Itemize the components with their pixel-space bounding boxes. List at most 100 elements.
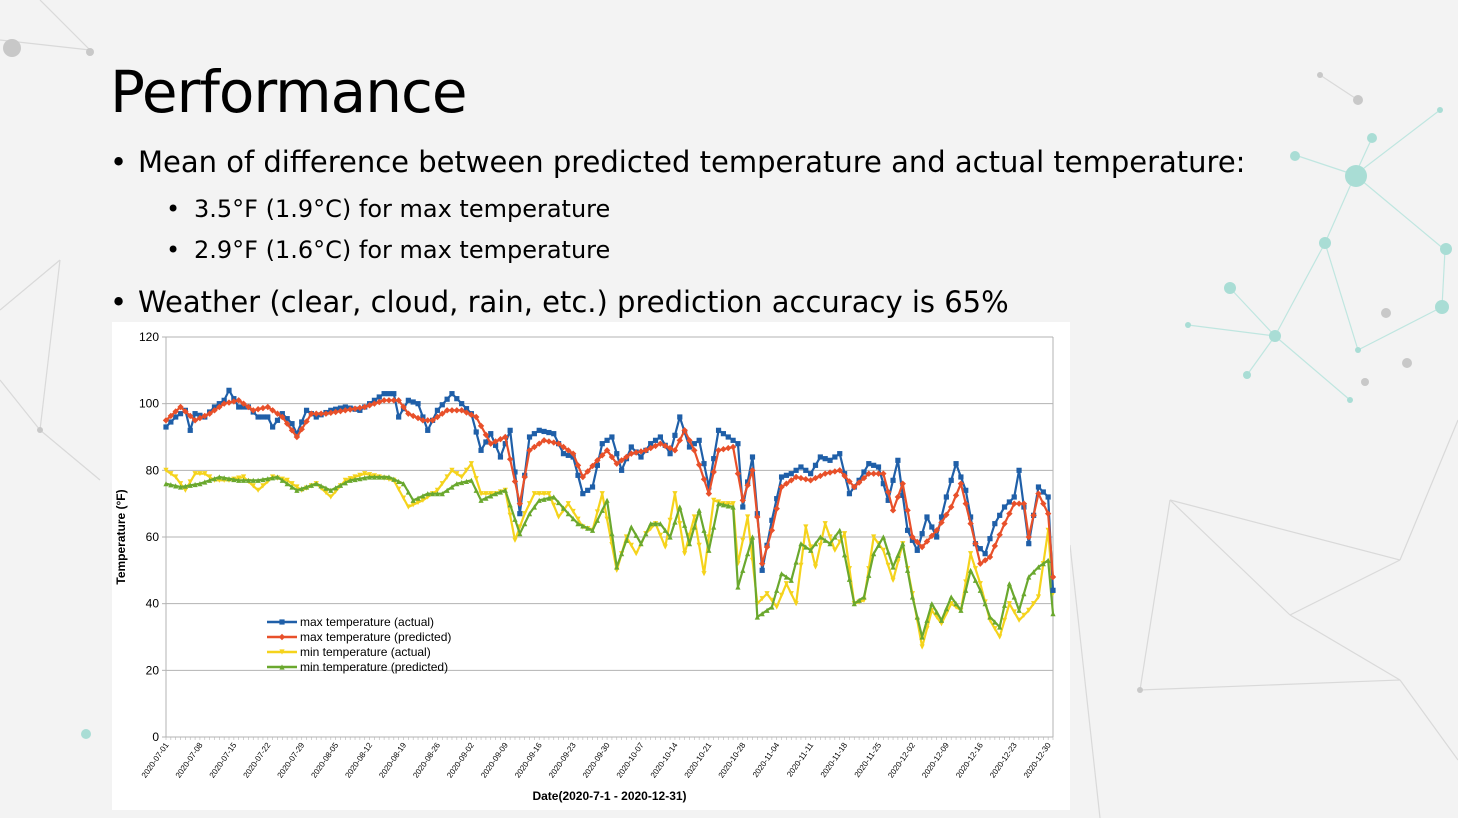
data-point-max-temperature-predicted — [313, 410, 320, 417]
data-point-max-temperature-actual — [740, 504, 746, 510]
data-point-max-temperature-actual — [473, 429, 479, 435]
data-point-max-temperature-predicted — [778, 483, 785, 491]
x-tick-label: 2020-11-25 — [853, 741, 884, 780]
y-tick-label: 0 — [152, 730, 159, 744]
data-point-max-temperature-predicted — [855, 479, 863, 486]
data-point-max-temperature-actual — [924, 514, 930, 520]
data-point-max-temperature-actual — [919, 531, 925, 537]
y-tick-label: 20 — [146, 663, 160, 677]
x-tick-label: 2020-09-09 — [479, 741, 510, 780]
data-point-min-temperature-predicted — [163, 481, 169, 487]
data-point-min-temperature-predicted — [972, 577, 979, 583]
data-point-max-temperature-actual — [168, 419, 174, 425]
data-point-max-temperature-predicted — [429, 417, 436, 424]
y-tick-label: 40 — [146, 597, 160, 611]
data-point-max-temperature-actual — [410, 399, 416, 405]
data-point-max-temperature-actual — [1026, 541, 1032, 547]
data-point-min-temperature-actual — [294, 484, 300, 490]
data-point-max-temperature-predicted — [851, 483, 858, 491]
data-point-min-temperature-predicted — [769, 604, 775, 610]
data-point-max-temperature-predicted — [303, 418, 310, 425]
data-point-min-temperature-actual — [682, 551, 688, 557]
data-point-max-temperature-predicted — [773, 505, 780, 512]
data-point-min-temperature-predicted — [1035, 564, 1042, 570]
data-point-min-temperature-predicted — [924, 617, 930, 623]
data-point-min-temperature-predicted — [648, 521, 654, 527]
data-point-max-temperature-actual — [963, 487, 969, 493]
data-point-max-temperature-predicted — [448, 407, 456, 414]
data-point-min-temperature-predicted — [992, 619, 998, 625]
data-point-max-temperature-predicted — [788, 477, 795, 484]
data-point-max-temperature-actual — [822, 456, 828, 462]
data-point-min-temperature-predicted — [294, 487, 300, 493]
data-point-max-temperature-actual — [420, 414, 426, 420]
data-point-max-temperature-actual — [444, 396, 450, 402]
x-tick-label: 2020-08-26 — [411, 741, 442, 780]
data-point-min-temperature-predicted — [619, 551, 625, 557]
x-tick-label: 2020-07-22 — [242, 741, 273, 780]
data-point-min-temperature-actual — [633, 551, 639, 557]
data-point-min-temperature-predicted — [958, 607, 964, 613]
data-point-max-temperature-predicted — [191, 417, 199, 424]
data-point-max-temperature-predicted — [482, 431, 490, 438]
data-point-min-temperature-predicted — [439, 491, 445, 497]
data-point-min-temperature-predicted — [250, 477, 256, 483]
data-point-max-temperature-actual — [541, 428, 547, 435]
data-point-min-temperature-predicted — [274, 474, 281, 480]
data-point-max-temperature-predicted — [812, 474, 819, 482]
data-point-min-temperature-predicted — [245, 477, 251, 483]
data-point-min-temperature-actual — [328, 494, 334, 500]
data-point-max-temperature-predicted — [880, 470, 887, 477]
data-point-min-temperature-predicted — [1011, 594, 1017, 600]
data-point-min-temperature-actual — [192, 471, 198, 477]
data-point-max-temperature-predicted — [419, 417, 427, 424]
data-point-max-temperature-predicted — [938, 519, 945, 526]
data-point-max-temperature-actual — [997, 512, 1003, 518]
data-point-min-temperature-actual — [565, 501, 571, 507]
data-point-max-temperature-actual — [987, 536, 993, 542]
data-point-max-temperature-predicted — [424, 417, 431, 424]
data-point-min-temperature-predicted — [177, 484, 184, 490]
data-point-max-temperature-predicted — [322, 410, 330, 417]
data-point-min-temperature-actual — [522, 511, 528, 517]
data-point-max-temperature-actual — [934, 534, 940, 540]
data-point-max-temperature-predicted — [376, 398, 383, 406]
data-point-min-temperature-predicted — [788, 577, 794, 583]
data-point-max-temperature-actual — [163, 424, 169, 430]
data-point-max-temperature-actual — [982, 551, 988, 557]
data-point-min-temperature-actual — [362, 471, 368, 477]
data-point-max-temperature-actual — [221, 397, 227, 403]
data-point-min-temperature-predicted — [279, 477, 285, 483]
data-point-min-temperature-predicted — [977, 587, 983, 593]
data-point-min-temperature-predicted — [672, 519, 678, 525]
x-tick-label: 2020-11-11 — [785, 741, 815, 779]
data-point-min-temperature-predicted — [832, 534, 838, 540]
data-point-max-temperature-predicted — [565, 447, 572, 454]
data-point-min-temperature-actual — [439, 481, 445, 487]
data-point-max-temperature-predicted — [560, 443, 567, 451]
data-point-max-temperature-actual — [604, 437, 610, 443]
data-point-min-temperature-predicted — [284, 481, 290, 487]
data-point-min-temperature-predicted — [168, 482, 174, 488]
data-point-min-temperature-predicted — [735, 584, 741, 590]
data-point-min-temperature-predicted — [526, 511, 533, 517]
data-point-max-temperature-predicted — [245, 403, 252, 411]
data-point-min-temperature-predicted — [745, 551, 751, 557]
data-point-min-temperature-predicted — [236, 477, 242, 483]
legend-marker-min-temperature-actual — [279, 649, 285, 655]
data-point-min-temperature-predicted — [682, 522, 688, 528]
data-point-max-temperature-actual — [405, 397, 411, 403]
data-point-min-temperature-predicted — [1045, 557, 1051, 563]
data-point-min-temperature-actual — [410, 502, 416, 508]
data-point-max-temperature-actual — [667, 451, 673, 457]
data-point-max-temperature-actual — [279, 411, 285, 417]
data-point-min-temperature-predicted — [473, 487, 479, 493]
data-point-min-temperature-predicted — [270, 475, 276, 481]
data-point-min-temperature-predicted — [589, 527, 596, 533]
data-point-max-temperature-predicted — [274, 410, 281, 417]
x-tick-label: 2020-12-16 — [954, 741, 985, 780]
data-point-min-temperature-predicted — [701, 527, 707, 533]
data-point-min-temperature-predicted — [875, 542, 882, 548]
data-point-min-temperature-actual — [764, 591, 770, 597]
data-point-min-temperature-actual — [405, 504, 411, 510]
